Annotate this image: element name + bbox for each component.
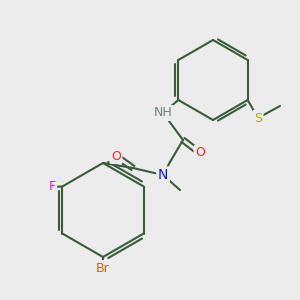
Text: O: O: [111, 149, 121, 163]
Text: N: N: [158, 168, 168, 182]
Text: Br: Br: [96, 262, 110, 275]
Text: F: F: [48, 181, 56, 194]
Text: S: S: [254, 112, 262, 124]
Text: O: O: [195, 146, 205, 160]
Text: NH: NH: [154, 106, 172, 119]
